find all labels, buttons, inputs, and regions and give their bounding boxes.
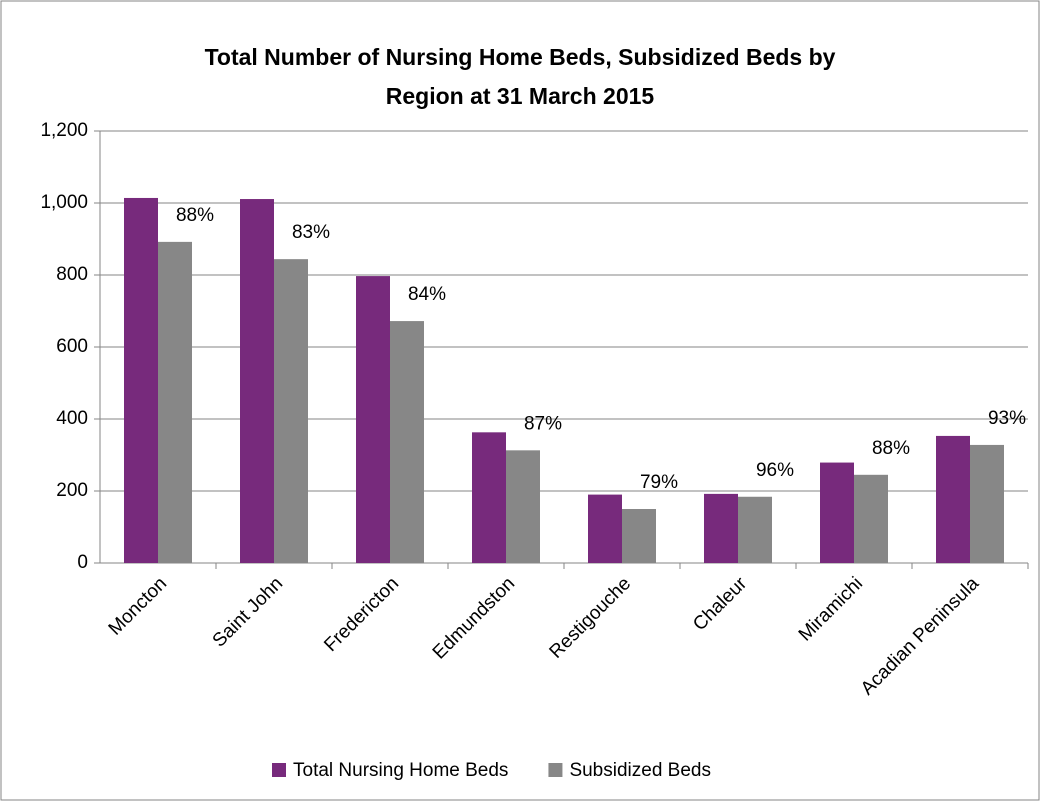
- data-label: 83%: [292, 222, 330, 243]
- data-label: 79%: [640, 472, 678, 493]
- chart-title: Total Number of Nursing Home Beds, Subsi…: [204, 44, 836, 109]
- legend-swatch: [272, 763, 286, 777]
- y-tick-label: 200: [56, 480, 88, 501]
- bar: [854, 474, 888, 563]
- bar: [240, 199, 274, 564]
- legend-label: Total Nursing Home Beds: [293, 760, 508, 781]
- bar: [390, 321, 424, 563]
- bar: [506, 450, 540, 563]
- y-tick-label: 1,200: [40, 120, 88, 141]
- bar: [936, 435, 970, 563]
- bar: [588, 494, 622, 563]
- data-label: 84%: [408, 284, 446, 305]
- bar: [622, 509, 656, 563]
- bar: [738, 496, 772, 563]
- data-label: 87%: [524, 413, 562, 434]
- y-tick-label: 1,000: [40, 192, 88, 213]
- y-tick-label: 0: [77, 552, 88, 573]
- data-label: 88%: [872, 438, 910, 459]
- legend-label: Subsidized Beds: [569, 760, 711, 781]
- data-label: 88%: [176, 205, 214, 226]
- bar: [472, 432, 506, 563]
- y-tick-label: 800: [56, 264, 88, 285]
- data-label: 96%: [756, 460, 794, 481]
- bar: [274, 259, 308, 563]
- bar: [820, 462, 854, 563]
- bar: [124, 197, 158, 563]
- y-tick-label: 400: [56, 408, 88, 429]
- data-label: 93%: [988, 408, 1026, 429]
- bar: [356, 276, 390, 563]
- bar: [158, 241, 192, 563]
- y-tick-label: 600: [56, 336, 88, 357]
- legend-swatch: [548, 763, 563, 777]
- bar: [704, 493, 738, 563]
- bar: [970, 444, 1004, 563]
